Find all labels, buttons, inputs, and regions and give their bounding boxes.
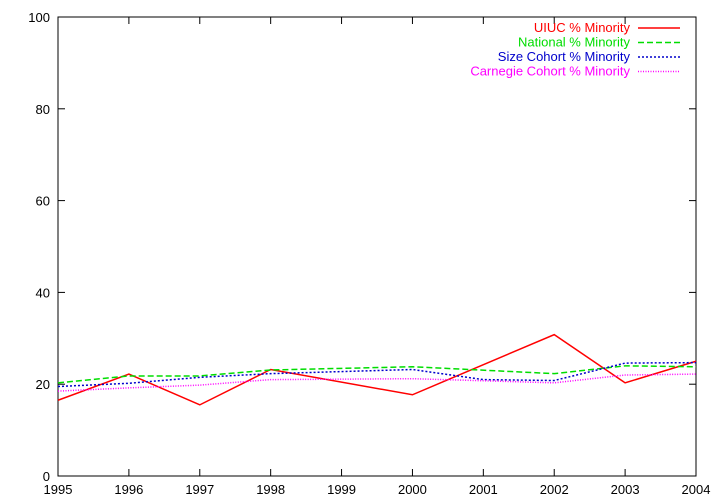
x-tick-label: 1998 — [256, 482, 285, 497]
x-tick-label: 2000 — [398, 482, 427, 497]
y-tick-label: 60 — [36, 194, 50, 209]
x-tick-label: 2003 — [611, 482, 640, 497]
legend-label: Carnegie Cohort % Minority — [470, 64, 630, 79]
y-axis: 0 20 40 60 80 100 — [28, 10, 696, 484]
series-line-1 — [57, 365, 697, 384]
y-tick-label: 100 — [28, 10, 50, 25]
legend-label: National % Minority — [518, 35, 630, 50]
y-tick-label: 20 — [36, 377, 50, 392]
plot-frame — [57, 16, 697, 477]
y-tick-label: 0 — [43, 469, 50, 484]
y-tick-label: 40 — [36, 285, 50, 300]
x-axis: 1995 1996 1997 1998 1999 2000 2001 2002 2003 2004 — [44, 17, 711, 497]
x-tick-label: 2004 — [682, 482, 711, 497]
y-tick-label: 80 — [36, 102, 50, 117]
x-tick-label: 2002 — [540, 482, 569, 497]
x-tick-label: 1995 — [44, 482, 73, 497]
series-lines — [57, 333, 697, 406]
x-tick-label: 1996 — [114, 482, 143, 497]
x-tick-label: 1999 — [327, 482, 356, 497]
x-tick-label: 1997 — [185, 482, 214, 497]
series-line-3 — [57, 373, 697, 392]
x-tick-label: 2001 — [469, 482, 498, 497]
legend-label: Size Cohort % Minority — [498, 49, 631, 64]
legend-label: UIUC % Minority — [534, 20, 631, 35]
series-line-0 — [57, 333, 697, 406]
